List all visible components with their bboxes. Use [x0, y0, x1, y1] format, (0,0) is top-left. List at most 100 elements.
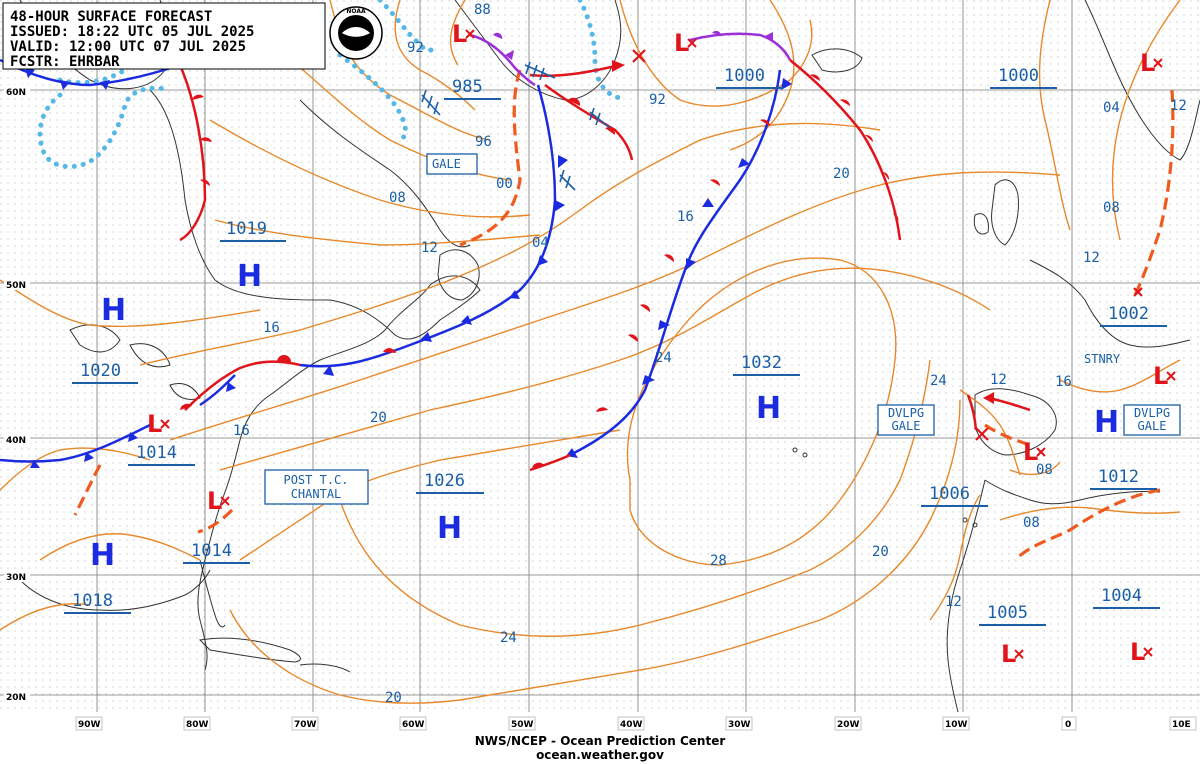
- low-symbol: L: [452, 20, 467, 48]
- low-x-marks: [160, 29, 1176, 659]
- pressure-value: 1002: [1108, 304, 1149, 324]
- pressure-value: 1012: [1098, 467, 1139, 487]
- low-symbol: L: [674, 29, 689, 57]
- pressure-value: 1004: [1101, 586, 1142, 606]
- high-symbol: H: [1094, 405, 1119, 440]
- isobar-label: 20: [833, 166, 850, 182]
- header-line-3: VALID: 12:00 UTC 07 JUL 2025: [10, 39, 246, 55]
- high-symbol: H: [756, 391, 781, 426]
- isobar-label: 12: [945, 594, 962, 610]
- pressure-value: 1014: [191, 541, 232, 561]
- lon-label-70w: 70W: [294, 720, 317, 730]
- tag-post-tc-line-2: CHANTAL: [291, 487, 342, 501]
- header-panel: 48-HOUR SURFACE FORECAST ISSUED: 18:22 U…: [2, 2, 383, 70]
- lon-label-60w: 60W: [402, 720, 425, 730]
- isobar-label: 24: [655, 350, 672, 366]
- lon-label-40w: 40W: [620, 720, 643, 730]
- isobar-label: 28: [710, 553, 727, 569]
- lat-label-30n: 30N: [6, 573, 26, 583]
- low-symbol: L: [1001, 640, 1016, 668]
- low-symbol: L: [207, 487, 222, 515]
- isobar-label: 16: [1055, 374, 1072, 390]
- lon-label-10w: 10W: [945, 720, 968, 730]
- isobar-label: 08: [1036, 462, 1053, 478]
- isobar-label: 08: [389, 190, 406, 206]
- low-center-markers: [632, 49, 1143, 441]
- lat-label-40n: 40N: [6, 436, 26, 446]
- dotted-background: [0, 0, 1200, 712]
- isobar-label: 92: [407, 40, 424, 56]
- pressure-value: 1026: [424, 471, 465, 491]
- isobar-label: 00: [496, 176, 513, 192]
- lon-label-0: 0: [1065, 720, 1071, 730]
- lon-label-20w: 20W: [837, 720, 860, 730]
- tag-stnry: STNRY: [1084, 352, 1121, 366]
- isobar-label: 24: [500, 630, 517, 646]
- longitude-labels: 90W 80W 70W 60W 50W 40W 30W 20W 10W 0 10…: [75, 716, 1197, 731]
- isobar-label: 88: [474, 2, 491, 18]
- pressure-value: 1020: [80, 361, 121, 381]
- pressure-value: 1032: [741, 353, 782, 373]
- stationary-front: [966, 392, 1031, 431]
- tag-dvlpg-gale: DVLPG GALE: [888, 406, 924, 433]
- high-symbol: H: [90, 538, 115, 573]
- isobar-label: 24: [930, 373, 947, 389]
- tag-dvlpg-line-1: DVLPG: [888, 406, 924, 420]
- pressure-value: 985: [452, 77, 483, 97]
- pressure-value: 1000: [998, 66, 1039, 86]
- lon-label-90w: 90W: [78, 720, 101, 730]
- graticule: [0, 0, 1200, 712]
- isobar-label: 08: [1023, 515, 1040, 531]
- isobar-label: 20: [370, 410, 387, 426]
- pressure-value: 1019: [226, 219, 267, 239]
- wind-barbs: [421, 61, 611, 191]
- isobar-label: 92: [649, 92, 666, 108]
- isobar-label: 12: [990, 372, 1007, 388]
- isobar-label: 20: [872, 544, 889, 560]
- pressure-value: 1014: [136, 443, 177, 463]
- footer-line-2: ocean.weather.gov: [536, 748, 664, 762]
- high-symbol: H: [237, 259, 262, 294]
- isobar-label: 04: [532, 235, 549, 251]
- occluded-fronts: [469, 30, 792, 87]
- isobar-label: 16: [263, 320, 280, 336]
- isobar-label: 96: [475, 134, 492, 150]
- tag-post-tc-line-1: POST T.C.: [283, 473, 348, 487]
- pressure-value: 1005: [987, 603, 1028, 623]
- boxed-tags: GALE POST T.C. CHANTAL DVLPG GALE DVLPG GAL…: [264, 153, 1181, 505]
- pressure-value: 1006: [929, 484, 970, 504]
- lon-label-30w: 30W: [728, 720, 751, 730]
- isobar-label: 12: [421, 240, 438, 256]
- lat-label-60n: 60N: [6, 88, 26, 98]
- header-line-4: FCSTR: EHRBAR: [10, 54, 120, 70]
- lon-label-10e: 10E: [1172, 720, 1191, 730]
- isobar-label: 12: [1083, 250, 1100, 266]
- isobar-label: 20: [385, 690, 402, 706]
- header-line-1: 48-HOUR SURFACE FORECAST: [10, 9, 212, 25]
- noaa-logo-text: NOAA: [346, 8, 366, 15]
- cold-fronts: [0, 58, 792, 468]
- lat-label-20n: 20N: [6, 693, 26, 703]
- isobar-label: 16: [677, 209, 694, 225]
- tag-dvlpg-gale-east: DVLPG GALE: [1134, 406, 1170, 433]
- tag-dvlpg-line-2: GALE: [892, 419, 921, 433]
- low-symbol: L: [1023, 438, 1038, 466]
- latitude-labels: 60N 50N 40N 30N 20N: [4, 85, 30, 703]
- low-symbol: L: [1153, 362, 1168, 390]
- tag-post-tc-chantal: POST T.C. CHANTAL: [283, 473, 348, 501]
- pressure-value: 1000: [724, 66, 765, 86]
- noaa-logo: NOAA: [329, 6, 383, 60]
- troughs: [73, 69, 1175, 562]
- pressure-value: 1018: [72, 591, 113, 611]
- isobars: [0, 0, 1181, 704]
- isobar-label: 08: [1103, 200, 1120, 216]
- low-symbol: L: [1130, 638, 1145, 666]
- isobar-label: 04: [1103, 100, 1120, 116]
- lon-label-50w: 50W: [511, 720, 534, 730]
- lat-label-50n: 50N: [6, 281, 26, 291]
- high-symbol: H: [437, 511, 462, 546]
- lon-label-80w: 80W: [186, 720, 209, 730]
- low-symbol: L: [147, 410, 162, 438]
- isobar-label: 16: [233, 423, 250, 439]
